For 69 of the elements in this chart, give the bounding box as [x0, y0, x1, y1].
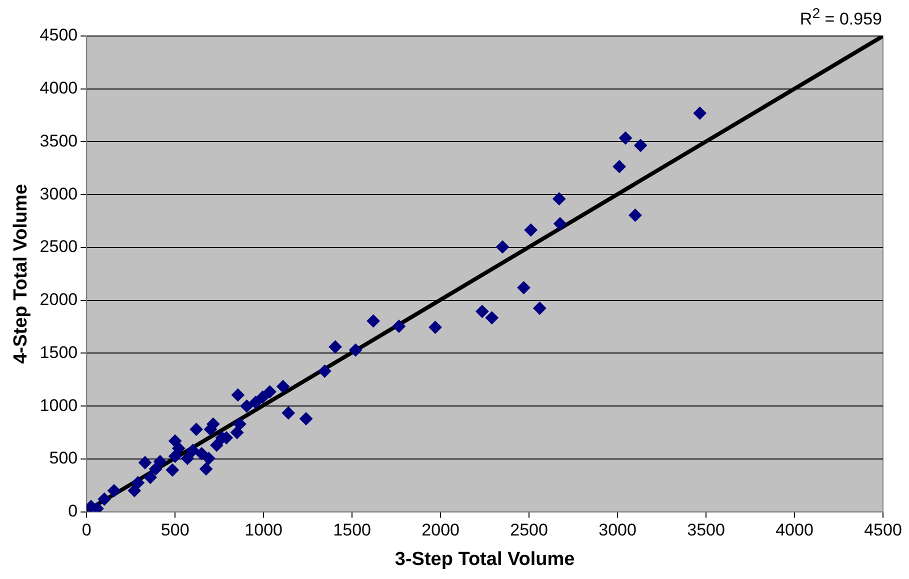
- x-tick-label: 3000: [598, 520, 636, 540]
- point: [131, 476, 144, 490]
- point: [154, 455, 167, 468]
- point: [256, 390, 270, 404]
- point: [485, 311, 498, 324]
- point: [300, 412, 313, 426]
- y-tick-label: 500: [49, 448, 78, 468]
- point: [128, 484, 141, 498]
- point: [282, 406, 295, 420]
- point: [349, 344, 362, 357]
- point: [533, 302, 546, 315]
- point: [619, 132, 632, 145]
- y-tick-label: 3500: [40, 131, 78, 150]
- y-tick-label: 1500: [40, 342, 78, 362]
- point: [180, 452, 194, 465]
- point: [552, 192, 566, 206]
- point: [517, 281, 530, 294]
- x-tick-label: 0: [82, 520, 92, 540]
- point: [240, 400, 254, 413]
- point: [138, 456, 152, 470]
- text: R$^{2}$ = 0.959: [800, 6, 882, 30]
- point: [628, 208, 642, 222]
- point: [366, 314, 380, 328]
- point: [476, 304, 489, 318]
- point: [428, 320, 442, 334]
- point: [634, 138, 648, 152]
- y-tick-label: 4000: [40, 78, 78, 98]
- y-axis-title: 4-Step Total Volume: [10, 184, 32, 364]
- point: [233, 418, 246, 431]
- x-tick-label: 4500: [864, 520, 902, 540]
- point: [190, 422, 203, 436]
- point: [202, 452, 216, 465]
- point: [693, 106, 706, 120]
- x-tick-label: 2500: [510, 520, 548, 540]
- x-tick-label: 1000: [244, 520, 283, 540]
- y-tick-label: 3000: [40, 184, 78, 204]
- point: [168, 450, 182, 463]
- point: [230, 426, 244, 439]
- point: [524, 224, 538, 237]
- point: [612, 160, 626, 174]
- point: [149, 462, 162, 476]
- point: [276, 380, 290, 394]
- x-tick-label: 1500: [333, 520, 371, 540]
- x-tick-label: 3500: [687, 520, 725, 540]
- point: [98, 492, 111, 506]
- x-tick-label: 2000: [422, 520, 460, 540]
- point: [210, 438, 224, 452]
- x-axis-title: 3-Step Total Volume: [394, 548, 575, 570]
- point: [318, 364, 332, 378]
- point: [249, 396, 262, 409]
- point: [231, 388, 244, 402]
- x-tick-label: 4000: [776, 520, 814, 540]
- point: [166, 464, 179, 477]
- y-tick-label: 4500: [40, 26, 78, 45]
- y-tick-label: 1000: [40, 396, 78, 415]
- point: [392, 320, 406, 333]
- point: [172, 442, 186, 455]
- point: [496, 240, 510, 254]
- y-tick-label: 2000: [40, 290, 78, 310]
- point: [263, 385, 276, 398]
- point: [200, 462, 213, 476]
- point: [554, 217, 567, 230]
- point: [144, 470, 157, 484]
- y-tick-label: 2500: [40, 237, 78, 256]
- point: [186, 444, 200, 457]
- point: [108, 484, 121, 498]
- y-tick-label: 0: [68, 501, 78, 520]
- point: [328, 340, 342, 354]
- x-tick-label: 500: [160, 520, 190, 540]
